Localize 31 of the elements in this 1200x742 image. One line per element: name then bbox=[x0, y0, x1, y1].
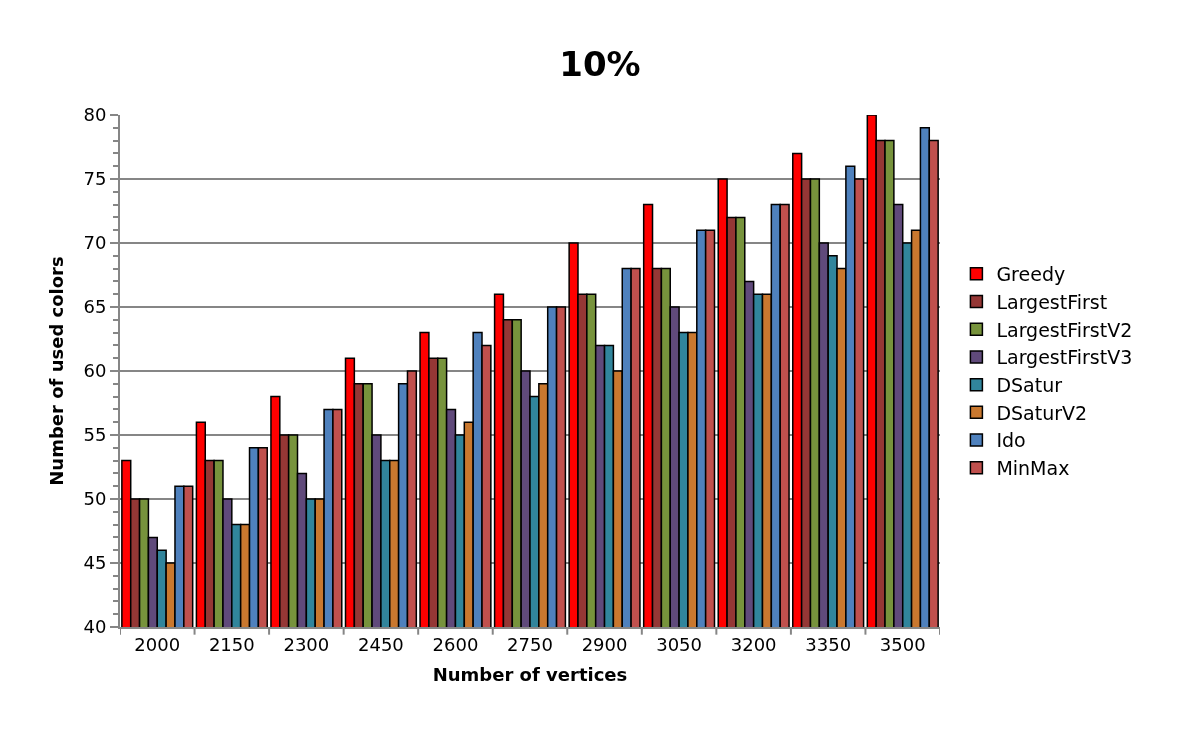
x-tick-label: 2750 bbox=[507, 633, 553, 655]
x-tick-label: 2600 bbox=[432, 633, 479, 655]
x-tick-label: 2150 bbox=[208, 633, 255, 655]
legend-label: Greedy bbox=[996, 263, 1066, 286]
y-tick-label: 75 bbox=[83, 168, 107, 190]
x-tick-label: 2000 bbox=[134, 633, 181, 655]
legend-label: DSatur bbox=[996, 374, 1063, 397]
y-tick-label: 65 bbox=[83, 296, 107, 318]
legend-label: LargestFirst bbox=[996, 290, 1108, 313]
x-tick-label: 3350 bbox=[805, 633, 852, 655]
legend-label: LargestFirstV3 bbox=[996, 346, 1133, 369]
x-tick-label: 2450 bbox=[358, 633, 404, 655]
y-tick-label: 40 bbox=[83, 616, 107, 638]
x-axis-title: Number of vertices bbox=[432, 664, 628, 686]
x-tick-label: 3200 bbox=[730, 633, 777, 655]
legend-label: DSaturV2 bbox=[996, 401, 1088, 424]
x-tick-label: 3050 bbox=[656, 633, 702, 655]
y-tick-label: 60 bbox=[83, 360, 107, 382]
legend-label: Ido bbox=[996, 429, 1026, 452]
y-tick-label: 80 bbox=[83, 104, 107, 126]
legend-label: LargestFirstV2 bbox=[996, 318, 1133, 341]
chart-title: 10% bbox=[559, 43, 641, 84]
y-tick-label: 70 bbox=[83, 232, 107, 254]
y-tick-label: 55 bbox=[83, 424, 107, 446]
x-tick-label: 2900 bbox=[581, 633, 628, 655]
y-axis-title: Number of used colors bbox=[46, 256, 68, 486]
legend-label: MinMax bbox=[996, 457, 1070, 480]
y-tick-label: 45 bbox=[83, 552, 107, 574]
x-tick-label: 2300 bbox=[283, 633, 330, 655]
x-tick-label: 3500 bbox=[879, 633, 926, 655]
y-tick-label: 50 bbox=[83, 488, 107, 510]
